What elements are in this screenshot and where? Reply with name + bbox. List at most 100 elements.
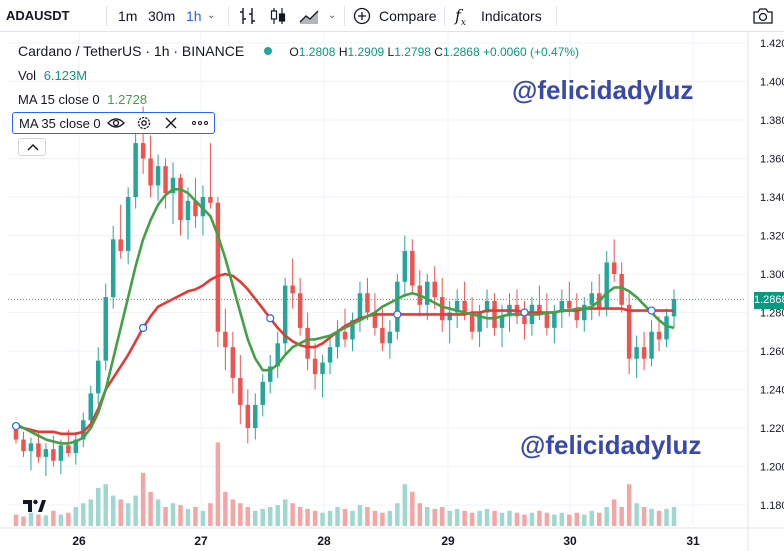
- candle-body: [267, 366, 273, 382]
- legend-volume[interactable]: Vol 6.123M: [18, 68, 87, 83]
- price-axis-tick-label: 1.3600: [760, 154, 784, 166]
- candle-body: [626, 304, 632, 359]
- candle: [148, 135, 153, 197]
- volume-value: 6.123M: [43, 68, 88, 83]
- candle: [656, 316, 662, 351]
- candles-icon[interactable]: [268, 6, 288, 26]
- volume-bar: [529, 512, 535, 526]
- ma35-point-marker: [393, 310, 402, 319]
- candle-body: [297, 293, 303, 328]
- price-axis-tick-label: 1.3000: [760, 269, 784, 281]
- volume-bar: [282, 499, 288, 526]
- volume-bar: [297, 507, 303, 526]
- candle: [641, 331, 647, 371]
- candle-body: [21, 439, 26, 452]
- volume-bar: [649, 508, 654, 526]
- candle-body: [320, 362, 325, 375]
- chart-type-chevron-icon[interactable]: ⌄: [328, 10, 337, 21]
- candle: [596, 274, 602, 317]
- volume-bar: [626, 484, 632, 526]
- bar-chart-icon[interactable]: [238, 6, 258, 26]
- open-label: O: [289, 45, 299, 59]
- indicators-button[interactable]: Indicators: [481, 8, 542, 24]
- candle: [469, 297, 475, 340]
- area-chart-icon[interactable]: [298, 6, 322, 26]
- price-chart[interactable]: 1.4200 1.4000 1.3800 1.3600 1.3400 1.3200 1.30…: [0, 32, 784, 551]
- fx-icon[interactable]: fx: [455, 6, 466, 29]
- ma35-point-marker: [139, 323, 148, 332]
- gear-icon[interactable]: [136, 115, 152, 131]
- tradingview-logo[interactable]: [22, 496, 46, 516]
- candle-body: [365, 293, 370, 313]
- candle-body: [432, 281, 437, 298]
- volume-bar: [73, 507, 79, 526]
- timeframe-dropdown-chevron-icon[interactable]: ⌄: [207, 10, 216, 21]
- candle: [73, 431, 79, 465]
- candle: [410, 239, 415, 294]
- volume-bar: [514, 512, 520, 526]
- candle: [305, 312, 310, 371]
- chevron-up-icon: [27, 144, 39, 151]
- volume-bar: [230, 499, 236, 526]
- candle-body: [634, 347, 639, 359]
- volume-bar: [312, 510, 318, 526]
- candle-body: [163, 166, 168, 194]
- candle: [103, 283, 108, 371]
- ohlc-values: O1.2808 H1.2909 L1.2798 C1.2868 +0.0060 …: [289, 45, 579, 59]
- legend-collapse-button[interactable]: [18, 138, 46, 156]
- volume-bar: [290, 503, 295, 526]
- camera-icon[interactable]: [752, 6, 774, 26]
- candle-body: [230, 347, 236, 378]
- candle: [312, 343, 318, 390]
- candle: [58, 439, 64, 475]
- volume-bar: [133, 495, 138, 526]
- volume-bar: [537, 510, 542, 526]
- candle: [664, 308, 669, 348]
- candle-body: [641, 347, 647, 359]
- candle: [589, 281, 594, 321]
- volume-bar: [574, 512, 580, 526]
- legend-ma35[interactable]: MA 35 close 0: [12, 112, 215, 134]
- timeframe-30m[interactable]: 30m: [148, 8, 176, 24]
- candle-body: [469, 312, 475, 332]
- candle: [110, 225, 116, 309]
- volume-bar: [327, 510, 333, 526]
- compare-button[interactable]: Compare: [379, 8, 437, 24]
- candle-body: [200, 197, 206, 217]
- candle: [365, 277, 370, 321]
- timeframe-1m[interactable]: 1m: [118, 8, 138, 24]
- candle-body: [477, 312, 482, 332]
- eye-icon[interactable]: [107, 116, 125, 130]
- price-axis-tick-label: 1.3400: [760, 192, 784, 204]
- candle: [223, 308, 228, 371]
- candle-body: [58, 445, 64, 461]
- volume-bar: [335, 507, 340, 526]
- candle-body: [282, 285, 288, 344]
- candle: [544, 293, 550, 336]
- candle-body: [664, 316, 669, 340]
- volume-bar: [66, 512, 71, 526]
- volume-bar: [507, 510, 512, 526]
- legend-ma15[interactable]: MA 15 close 0 1.2728: [18, 92, 147, 107]
- more-icon[interactable]: [191, 116, 209, 130]
- volume-bar: [484, 508, 490, 526]
- candle-body: [537, 304, 542, 313]
- volume-bar: [656, 510, 662, 526]
- volume-bar: [499, 512, 505, 526]
- candle-body: [335, 331, 340, 348]
- symbol-button[interactable]: ADAUSDT: [6, 8, 70, 23]
- close-icon[interactable]: [164, 116, 178, 130]
- candle-body: [342, 331, 348, 340]
- candle-body: [611, 262, 617, 274]
- candle: [514, 289, 520, 325]
- price-axis-tick-label: 1.3800: [760, 115, 784, 127]
- volume-bar: [611, 499, 617, 526]
- volume-bar: [178, 505, 183, 526]
- candle: [484, 289, 490, 328]
- timeframe-1h[interactable]: 1h: [186, 8, 202, 24]
- candle-body: [223, 331, 228, 348]
- plus-circle-icon[interactable]: [353, 7, 371, 25]
- volume-bar: [140, 472, 146, 526]
- candle: [425, 274, 430, 321]
- candle-body: [567, 300, 572, 309]
